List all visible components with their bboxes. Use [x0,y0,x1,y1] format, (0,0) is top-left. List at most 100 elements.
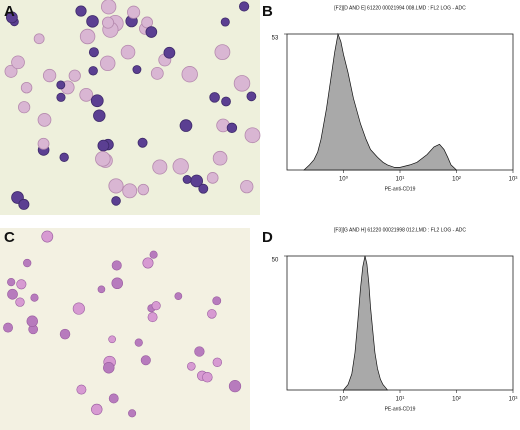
cell [26,315,38,327]
cells-a [4,0,261,210]
cell [15,297,25,307]
cell [37,137,50,150]
cell [221,96,231,107]
cell [128,409,137,418]
cell [246,91,257,102]
cell [111,277,124,290]
cell [182,175,192,184]
cell [214,44,231,61]
cell [108,335,116,344]
cell [88,47,99,58]
cell [152,159,168,175]
cell [226,122,238,134]
panel-label: A [4,3,15,20]
cell [111,260,122,271]
cell [3,322,13,333]
panel-label: C [4,229,15,246]
cell [137,183,150,196]
cell [30,293,39,302]
cell [108,393,119,404]
cell [141,16,153,29]
cell [111,196,121,206]
cell [134,338,143,347]
cell [100,0,117,15]
cell [233,75,251,92]
cell [127,5,141,19]
cell [212,296,222,306]
cell [174,292,183,301]
x-axis-label: PE-anti-CD19 [385,186,416,192]
cell [212,357,223,368]
cell [181,66,198,83]
panel-label: B [262,3,273,20]
cell [132,65,142,74]
cell [20,81,33,94]
cell [212,150,228,166]
cell [97,139,110,152]
cell [149,250,158,259]
cell [240,179,254,194]
cell [72,302,85,315]
cell [79,28,96,45]
chart-title: [F2][D AND E] 61220 00021994 008.LMD : F… [334,5,466,11]
cell [7,278,16,287]
cell [99,55,116,72]
cell [220,17,230,27]
cell [228,380,242,393]
cell [75,5,87,17]
cell [33,33,45,45]
cell [18,101,31,114]
cell [147,312,158,323]
cell [179,119,193,132]
cell [101,16,115,29]
cell [207,309,217,319]
micrograph-a [0,0,260,215]
cell [86,15,99,28]
cell [187,361,196,371]
cell [244,127,261,144]
cell [209,92,220,103]
cell [150,66,164,80]
y-tick-label: 50 [272,258,279,264]
cell [91,403,103,416]
cell [42,68,57,83]
cell [172,158,189,175]
cell [145,26,158,38]
cell [142,257,154,269]
cell [5,11,18,24]
cell [59,328,71,340]
cell [16,279,27,290]
cell [23,258,32,268]
cell [122,183,138,199]
chart-title: [F3][G AND H] 61220 00021998 012.LMD : F… [334,227,466,233]
cell [88,66,98,76]
cell [120,44,136,60]
x-tick-label: 10³ [509,177,518,183]
cell [238,1,250,12]
cell [18,198,30,210]
cell [56,80,66,90]
cell [37,113,52,127]
x-tick-label: 10⁰ [339,396,349,403]
cell [194,346,205,357]
cell [56,92,66,102]
cell [97,285,106,294]
cell [163,46,176,59]
x-tick-label: 10² [452,177,461,183]
cell [59,152,69,162]
cell [137,137,148,148]
cell [151,301,161,311]
cell [108,178,124,194]
histogram [342,255,389,391]
x-tick-label: 10³ [509,397,518,403]
cell [140,355,151,366]
cell [93,109,106,122]
x-tick-label: 10¹ [396,177,405,183]
cell [198,183,209,194]
cell [7,288,18,300]
x-tick-label: 10² [452,397,461,403]
cell [95,151,111,167]
y-tick-label: 53 [272,36,279,42]
cell [11,55,25,70]
